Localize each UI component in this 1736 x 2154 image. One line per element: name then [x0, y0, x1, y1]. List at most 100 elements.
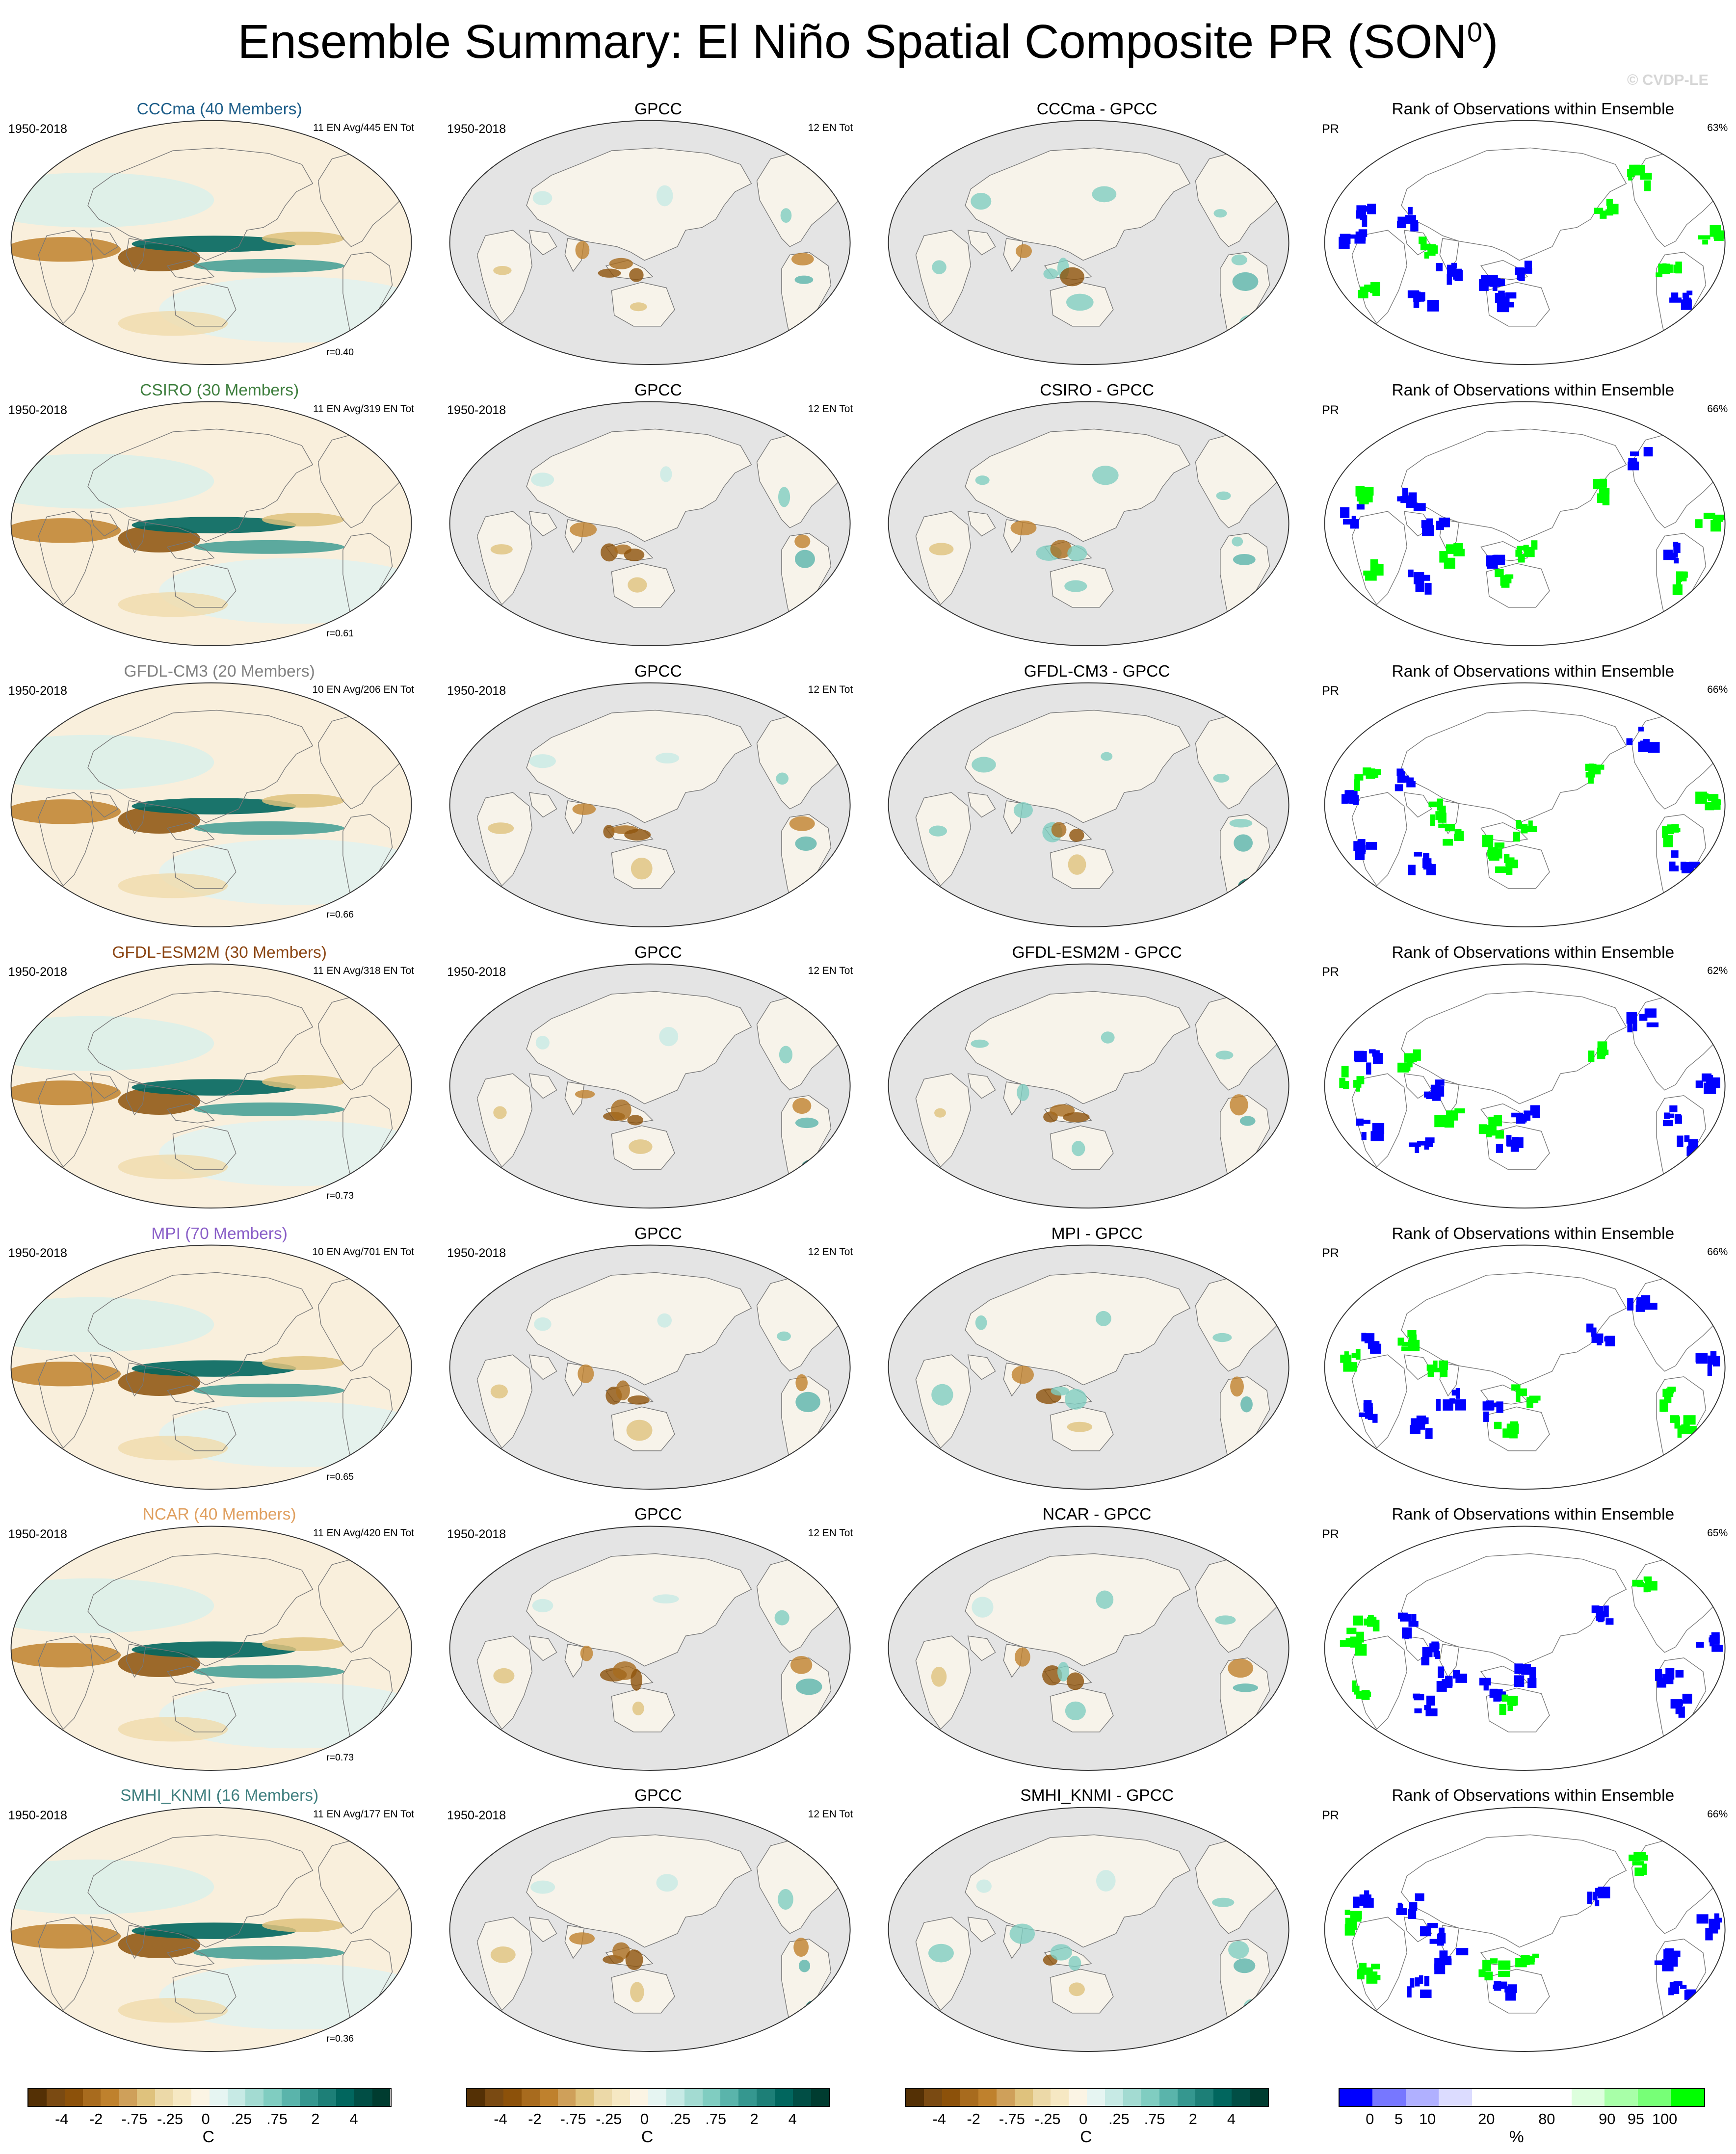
colorbar-swatch	[666, 2089, 684, 2106]
map-model	[10, 120, 412, 366]
pattern-correlation: r=0.65	[326, 1471, 354, 1482]
colorbar-swatch	[539, 2089, 558, 2106]
period-label: 1950-2018	[447, 122, 506, 136]
panel-rank: Rank of Observations within Ensemble PR 66…	[1314, 661, 1736, 942]
rank-var: PR	[1321, 1527, 1339, 1542]
colorbar-tick-label: -2	[528, 2110, 542, 2128]
period-label: 1950-2018	[8, 1527, 67, 1542]
colorbar-tick-label: 2	[311, 2110, 320, 2128]
colorbar-swatch	[155, 2089, 173, 2106]
colorbar-ticks: -4 -2 -.75 -.25 0 .25 .75 2 4	[466, 2110, 877, 2128]
colorbar-tick-label: .75	[266, 2110, 288, 2128]
colorbar-swatch	[942, 2089, 961, 2106]
colorbar-tick-label: -4	[932, 2110, 946, 2128]
map-diff	[888, 682, 1289, 928]
panel-diff: CCCma - GPCC	[878, 99, 1316, 380]
colorbar-swatch	[978, 2089, 997, 2106]
colorbar-swatch	[775, 2089, 793, 2106]
model-title: MPI (70 Members)	[151, 1224, 288, 1243]
colorbar-tick-label: 4	[1227, 2110, 1236, 2128]
colorbar-tick-label: 10	[1419, 2110, 1436, 2128]
model-title: GFDL-ESM2M (30 Members)	[112, 943, 327, 962]
colorbar-unit: C	[641, 2128, 654, 2147]
colorbar-swatch	[1604, 2089, 1638, 2106]
map-obs	[449, 963, 851, 1208]
rank-percent: 66%	[1707, 1246, 1728, 1258]
colorbar-swatch	[1069, 2089, 1087, 2106]
colorbar-swatch	[245, 2089, 264, 2106]
colorbar-swatch	[960, 2089, 978, 2106]
map-rank	[1324, 401, 1726, 647]
rank-title: Rank of Observations within Ensemble	[1392, 943, 1675, 962]
colorbar-swatches	[466, 2088, 830, 2107]
colorbar-swatches	[905, 2088, 1269, 2107]
colorbar-tick-label: .75	[1144, 2110, 1165, 2128]
colorbar-tick-label: -4	[55, 2110, 69, 2128]
rank-title: Rank of Observations within Ensemble	[1392, 381, 1675, 399]
obs-title: GPCC	[634, 1786, 682, 1805]
colorbar-swatch	[630, 2089, 648, 2106]
rank-percent: 66%	[1707, 684, 1728, 696]
panel-model: SMHI_KNMI (16 Members) 1950-2018 11 EN Avg…	[0, 1786, 439, 2067]
rank-title: Rank of Observations within Ensemble	[1392, 1505, 1675, 1524]
colorbar-tick-label: -.25	[596, 2110, 622, 2128]
colorbar-tick-label: -4	[494, 2110, 507, 2128]
map-rank	[1324, 1525, 1726, 1771]
obs-stats: 12 EN Tot	[808, 965, 853, 977]
colorbar-swatch	[300, 2089, 318, 2106]
map-rank	[1324, 682, 1726, 928]
diff-title: CSIRO - GPCC	[1040, 381, 1155, 399]
rank-percent: 62%	[1707, 965, 1728, 977]
ensemble-stats: 10 EN Avg/701 EN Tot	[312, 1246, 414, 1258]
diff-title: CCCma - GPCC	[1036, 100, 1157, 118]
obs-title: GPCC	[634, 1224, 682, 1243]
colorbar-tick-label: 0	[1079, 2110, 1088, 2128]
colorbar-tick-label: 2	[1188, 2110, 1197, 2128]
model-title: NCAR (40 Members)	[142, 1505, 296, 1524]
period-label: 1950-2018	[8, 122, 67, 136]
ensemble-stats: 11 EN Avg/177 EN Tot	[313, 1809, 414, 1820]
period-label: 1950-2018	[447, 965, 506, 979]
map-rank	[1324, 963, 1726, 1208]
colorbar-tick-label: -.75	[999, 2110, 1025, 2128]
map-diff	[888, 1244, 1289, 1490]
colorbar-swatch	[467, 2089, 486, 2106]
colorbar-swatch	[46, 2089, 65, 2106]
obs-stats: 12 EN Tot	[808, 1246, 853, 1258]
colorbar-tick-label: 4	[788, 2110, 797, 2128]
colorbar-swatch	[684, 2089, 703, 2106]
colorbar-swatch	[209, 2089, 228, 2106]
period-label: 1950-2018	[8, 1809, 67, 1823]
period-label: 1950-2018	[447, 1527, 506, 1542]
colorbar-unit: %	[1509, 2128, 1524, 2147]
map-diff	[888, 120, 1289, 366]
colorbar-swatch	[485, 2089, 503, 2106]
map-obs	[449, 120, 851, 366]
panel-model: CSIRO (30 Members) 1950-2018 11 EN Avg/319…	[0, 380, 439, 661]
panel-model: NCAR (40 Members) 1950-2018 11 EN Avg/420 …	[0, 1504, 439, 1786]
colorbar-tick-label: .25	[231, 2110, 252, 2128]
period-label: 1950-2018	[8, 1246, 67, 1261]
rank-var: PR	[1321, 965, 1339, 979]
colorbar-swatch	[1439, 2089, 1472, 2106]
ensemble-stats: 11 EN Avg/420 EN Tot	[313, 1527, 414, 1539]
panel-rank: Rank of Observations within Ensemble PR 66…	[1314, 380, 1736, 661]
obs-stats: 12 EN Tot	[808, 122, 853, 133]
colorbar-swatch	[1405, 2089, 1439, 2106]
colorbar-swatch	[1177, 2089, 1196, 2106]
period-label: 1950-2018	[447, 684, 506, 698]
colorbar-tick-label: .25	[669, 2110, 691, 2128]
colorbar-swatch	[720, 2089, 739, 2106]
colorbar-tick-label: .75	[705, 2110, 727, 2128]
colorbar-ticks: -4 -2 -.75 -.25 0 .25 .75 2 4	[27, 2110, 439, 2128]
colorbar-swatch	[1123, 2089, 1141, 2106]
colorbar-swatch	[1250, 2089, 1268, 2106]
colorbar-swatch	[354, 2089, 372, 2106]
pattern-correlation: r=0.40	[326, 347, 354, 358]
colorbar-swatch	[576, 2089, 594, 2106]
map-model	[10, 401, 412, 647]
model-title: CSIRO (30 Members)	[140, 381, 299, 399]
map-diff	[888, 401, 1289, 647]
panel-diff: GFDL-ESM2M - GPCC	[878, 942, 1316, 1223]
